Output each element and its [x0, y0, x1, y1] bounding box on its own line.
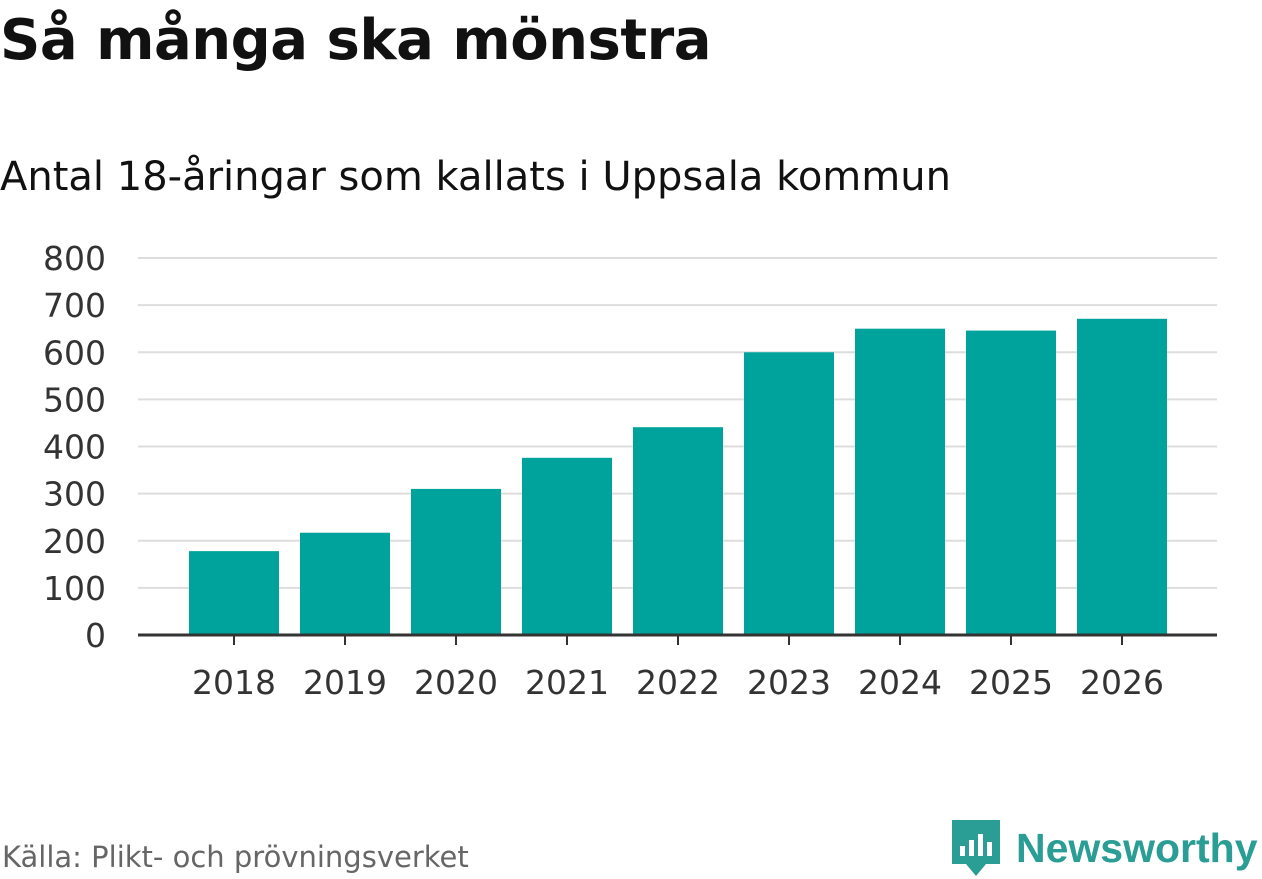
- bar: [633, 427, 723, 635]
- y-tick-label: 800: [43, 239, 106, 278]
- bar: [744, 352, 834, 635]
- y-tick-label: 400: [43, 428, 106, 467]
- x-tick-label: 2018: [192, 663, 276, 702]
- y-tick-label: 200: [43, 522, 106, 561]
- y-tick-label: 300: [43, 475, 106, 514]
- bar: [1077, 318, 1167, 635]
- brand: Newsworthy: [950, 818, 1258, 878]
- bar: [522, 457, 612, 635]
- x-tick-label: 2025: [969, 663, 1053, 702]
- x-tick-label: 2020: [414, 663, 498, 702]
- bar: [966, 330, 1056, 635]
- x-tick-label: 2026: [1080, 663, 1164, 702]
- y-tick-label: 100: [43, 569, 106, 608]
- y-tick-label: 0: [85, 616, 106, 655]
- chart-subtitle: Antal 18-åringar som kallats i Uppsala k…: [0, 154, 951, 200]
- newsworthy-logo-icon: [952, 820, 1000, 876]
- x-tick-label: 2022: [636, 663, 720, 702]
- bar: [300, 532, 390, 635]
- y-tick-label: 500: [43, 380, 106, 419]
- chart-title: Så många ska mönstra: [0, 8, 712, 73]
- y-tick-label: 700: [43, 286, 106, 325]
- y-tick-label: 600: [43, 333, 106, 372]
- x-tick-label: 2023: [747, 663, 831, 702]
- x-tick-label: 2024: [858, 663, 942, 702]
- bar: [411, 488, 501, 635]
- x-tick-label: 2019: [303, 663, 387, 702]
- bar: [855, 328, 945, 635]
- x-tick-label: 2021: [525, 663, 609, 702]
- source-note: Källa: Plikt- och prövningsverket: [2, 840, 469, 874]
- brand-name: Newsworthy: [1016, 825, 1258, 871]
- bar: [189, 551, 279, 635]
